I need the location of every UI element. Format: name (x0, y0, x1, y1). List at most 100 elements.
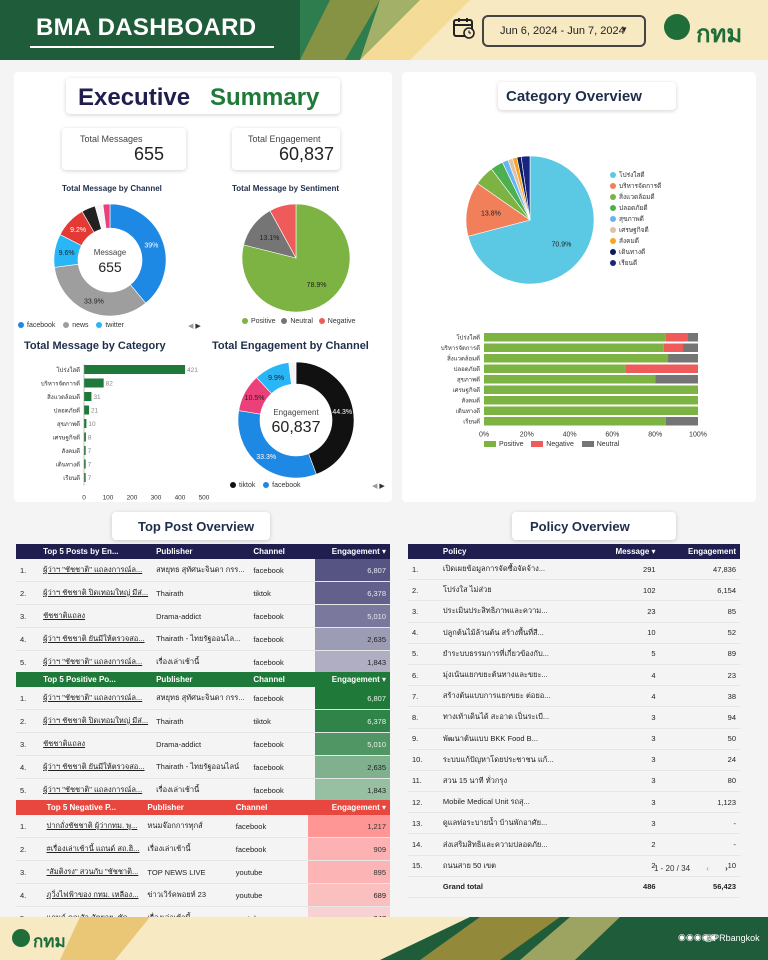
message-value: 2 (579, 833, 660, 856)
category-legend-item[interactable]: สุขภาพดี (610, 214, 730, 225)
table-row[interactable]: 1. ผู้ว่าฯ "ชัชชาติ" แถลงการณ์ล... สหยุทธ … (16, 687, 390, 710)
category-legend-item[interactable]: สิ่งแวดล้อมดี (610, 192, 730, 203)
table-row[interactable]: 12. Mobile Medical Unit รถสุ... 3 1,123 (408, 791, 740, 814)
engagement-value: 2,635 (315, 755, 390, 779)
table-row[interactable]: 3. ชัชชาติแถลง Drama-addict facebook 5,010 (16, 732, 390, 756)
column-header[interactable]: Channel (235, 803, 268, 812)
column-header[interactable]: Engagement ▾ (331, 547, 386, 556)
table-row[interactable]: 1. เปิดเผยข้อมูลการจัดซื้อจัดจ้าง... 291 47… (408, 559, 740, 581)
post-title: ภูวิ่งไฟฟ้าของ กทม. เหลือง... (42, 883, 144, 907)
column-header[interactable]: Top 5 Positive Po... (43, 675, 116, 684)
column-header[interactable]: Engagement (687, 547, 736, 556)
table-row[interactable]: 2. ผู้ว่าฯ ชัชชาติ ปิดเทอมใหญ่ มีส่... Tha… (16, 709, 390, 733)
column-header[interactable]: Channel (253, 675, 285, 684)
message-by-category-bar[interactable]: โปร่งใสดี 421 บริหารจัดการดี 82 สิ่งแวดล้อมด… (20, 358, 220, 500)
policy-name: ปลูกต้นไม้ล้านต้น สร้างพื้นที่สี... (438, 622, 580, 644)
legend-item-negative[interactable]: Negative (318, 318, 355, 325)
table-row[interactable]: 11. สวน 15 นาที ทั่วกรุง 3 80 (408, 770, 740, 793)
column-header[interactable]: Message ▾ (615, 547, 656, 556)
legend-item-positive[interactable]: Positive (242, 318, 276, 325)
date-range-picker[interactable]: Jun 6, 2024 - Jun 7, 2024 ▾ (482, 15, 646, 47)
table-row[interactable]: 3. ประเมินประสิทธิภาพและความ... 23 85 (408, 600, 740, 623)
bma-seal-icon (664, 14, 690, 40)
executive-title-part2: Summary (210, 84, 320, 111)
legend-item-neutral[interactable]: Neutral (281, 318, 313, 325)
post-title: ผู้ว่าฯ "ชัชชาติ" แถลงการณ์ล... (39, 778, 153, 802)
social-icons[interactable]: ◉◉◉◉◉ (678, 932, 717, 943)
legend-item-neutral[interactable]: Neutral (581, 441, 619, 448)
legend-item-news[interactable]: news (63, 322, 89, 329)
column-header[interactable]: Publisher (156, 675, 193, 684)
date-range-text: Jun 6, 2024 - Jun 7, 2024 (500, 25, 625, 37)
table-row[interactable]: 2. #เรื่องเล่าเช้านี้ แถนด์ สถ.ฮิ... เรื่อ… (16, 837, 390, 861)
table-row[interactable]: 13. ดูแลท่อระบายน้ำ บ้านพักอาศัย... 3- (408, 812, 740, 835)
calendar-icon[interactable] (452, 16, 476, 40)
table-row[interactable]: 6. มุ่งเน้นแยกขยะต้นทางและขยะ... 4 23 (408, 664, 740, 687)
column-header[interactable]: Engagement ▾ (331, 803, 386, 812)
category-sentiment-stacked-bar[interactable]: โปร่งใสดีบริหารจัดการดีสิ่งแวดล้อมดีปลอด… (420, 330, 720, 455)
pie-slice-1 (465, 182, 531, 237)
table-row[interactable]: 4. ผู้ว่าฯ ชัชชาติ ยันมีให้ตรวจสอ... Thair… (16, 627, 390, 651)
column-header[interactable]: Top 5 Negative P... (46, 803, 117, 812)
legend-item-negative[interactable]: Negative (531, 441, 574, 448)
stack-x-tick-3: 60% (605, 432, 619, 439)
table-row[interactable]: 5. ยำระบบธรรมการที่เกี่ยวข้องกับ... 5 89 (408, 643, 740, 665)
legend-pager[interactable]: ◀ ▶ (188, 322, 201, 330)
engagement-by-channel-donut[interactable]: 44.3% 33.3% 10.5% 9.9% Engagement 60,837 (236, 360, 360, 478)
category-legend-item[interactable]: สังคมดี (610, 236, 730, 247)
table-row[interactable]: 14. ส่งเสริมสิทธิและความปลอดภัย... 2- (408, 833, 740, 856)
legend-item-facebook[interactable]: facebook (263, 482, 301, 489)
column-header[interactable]: Publisher (156, 547, 193, 556)
table-row[interactable]: 3. "สัมติงรง" สวนกับ "ชัชชาติ... TOP NEWS … (16, 860, 390, 884)
category-legend-item[interactable]: เดินทางดี (610, 247, 730, 258)
pie-slice-8 (520, 155, 531, 221)
table-header: Policy Message ▾ Engagement (408, 544, 740, 559)
column-header[interactable]: Policy (442, 547, 467, 556)
channel: youtube (231, 883, 308, 907)
stack-tick-label-2: สิ่งแวดล้อมดี (447, 355, 480, 363)
stack-tick-label-8: เรียนดี (463, 418, 480, 426)
table-row[interactable]: 10. ระบบแก้ปัญหาโดยประชาชน แก้... 3 24 (408, 749, 740, 771)
category-legend-item[interactable]: ปลอดภัยดี (610, 203, 730, 214)
table-row[interactable]: 4. ภูวิ่งไฟฟ้าของ กทม. เหลือง... ข่าวเวิร์… (16, 883, 390, 907)
category-legend-item[interactable]: เศรษฐกิจดี (610, 225, 730, 236)
table-row[interactable]: 3. ชัชชาติแถลง Drama-addict facebook 5,010 (16, 604, 390, 628)
engagement-legend-pager[interactable]: ◀ ▶ (372, 482, 385, 490)
message-by-sentiment-pie[interactable]: 78.9% 13.1% (240, 202, 352, 314)
table-row[interactable]: 9. พัฒนาต้นแบบ BKK Food B... 3 50 (408, 728, 740, 750)
message-by-channel-donut[interactable]: 39% 33.9% 9.6% 9.2% Message 655 (52, 202, 172, 320)
legend-item-tiktok[interactable]: tiktok (230, 482, 255, 489)
table-row[interactable]: 2. ผู้ว่าฯ ชัชชาติ ปิดเทอมใหญ่ มีส่... Tha… (16, 581, 390, 605)
row-index: 3. (16, 604, 40, 628)
publisher: Thairath (152, 581, 250, 605)
column-header[interactable]: Publisher (147, 803, 184, 812)
table-row[interactable]: 1. ผู้ว่าฯ "ชัชชาติ" แถลงการณ์ล... สหยุทธ … (16, 559, 390, 582)
category-legend-item[interactable]: โปร่งใสดี (610, 170, 730, 181)
table-row[interactable]: 4. ผู้ว่าฯ ชัชชาติ ยันมีให้ตรวจสอ... Thair… (16, 755, 390, 779)
legend-item-positive[interactable]: Positive (484, 441, 524, 448)
table-row[interactable]: 15. ถนนสาย 50 เขต 2 10 (408, 855, 740, 877)
publisher: Drama-addict (152, 604, 250, 628)
table-row[interactable]: 8. ทางเท้าเดินได้ สะอาด เป็นระเบี... 3 94 (408, 706, 740, 729)
category-legend-item[interactable]: บริหารจัดการดี (610, 181, 730, 192)
table-row[interactable]: 2. โปร่งใส ไม่ส่วย 102 6,154 (408, 579, 740, 602)
column-header[interactable]: Channel (253, 547, 285, 556)
prev-page-icon[interactable]: ‹ (706, 864, 709, 873)
table-row[interactable]: 7. สร้างต้นแบบการแยกขยะ ต่อยอ... 4 38 (408, 685, 740, 708)
table-row[interactable]: 5. ผู้ว่าฯ "ชัชชาติ" แถลงการณ์ล... เรื่องเ… (16, 778, 390, 802)
table-row[interactable]: 1. ปากถั่งชัชชาติ ผู้ว่ากทม. พู... หนมจ๊อก… (16, 815, 390, 838)
column-header[interactable]: Top 5 Posts by En... (43, 547, 119, 556)
table-row[interactable]: 4. ปลูกต้นไม้ล้านต้น สร้างพื้นที่สี... 10 5… (408, 622, 740, 644)
legend-item-facebook[interactable]: facebook (18, 322, 55, 329)
row-index: 1. (16, 815, 43, 838)
category-legend-item[interactable]: เรียนดี (610, 258, 730, 269)
message-value: 3 (579, 791, 660, 814)
stack-segment-8-2 (665, 417, 698, 426)
table-row[interactable]: 5. ผู้ว่าฯ "ชัชชาติ" แถลงการณ์ล... เรื่องเ… (16, 650, 390, 674)
next-page-icon[interactable]: › (725, 864, 728, 873)
legend-item-twitter[interactable]: twitter (96, 322, 124, 329)
column-header[interactable]: Engagement ▾ (331, 675, 386, 684)
engagement-value: 5,010 (315, 732, 390, 756)
category-bar-1 (84, 378, 104, 388)
category-overview-pie[interactable]: 70.9% 13.8% (464, 154, 596, 286)
